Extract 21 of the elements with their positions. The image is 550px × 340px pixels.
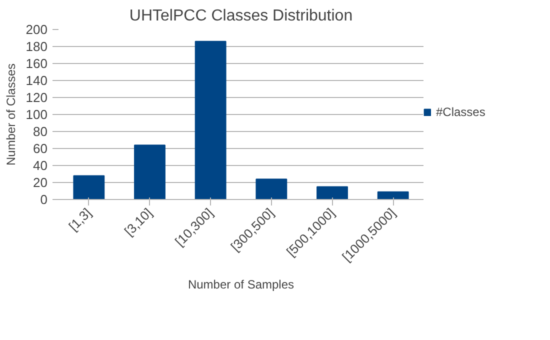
y-tick-label: 80	[33, 124, 48, 139]
y-tick-label: 140	[26, 73, 48, 88]
y-tick-label: 200	[26, 22, 48, 37]
y-tick-label: 180	[26, 39, 48, 54]
y-tick-label: 120	[26, 90, 48, 105]
bar	[194, 40, 226, 200]
y-tick-label: 60	[33, 141, 48, 156]
y-tick-label: 0	[40, 192, 48, 207]
x-axis-title: Number of Samples	[188, 278, 294, 292]
legend-label: #Classes	[436, 105, 486, 119]
y-axis-title: Number of Classes	[4, 63, 18, 166]
y-tick-label: 100	[26, 107, 48, 122]
y-tick-label: 20	[33, 175, 48, 190]
bar	[377, 191, 409, 200]
bar	[256, 178, 288, 200]
bar	[316, 186, 348, 200]
bar	[73, 175, 105, 200]
bar	[134, 144, 166, 200]
y-tick-label: 160	[26, 56, 48, 71]
y-tick-label: 40	[33, 158, 48, 173]
chart-title: UHTelPCC Classes Distribution	[129, 8, 353, 24]
